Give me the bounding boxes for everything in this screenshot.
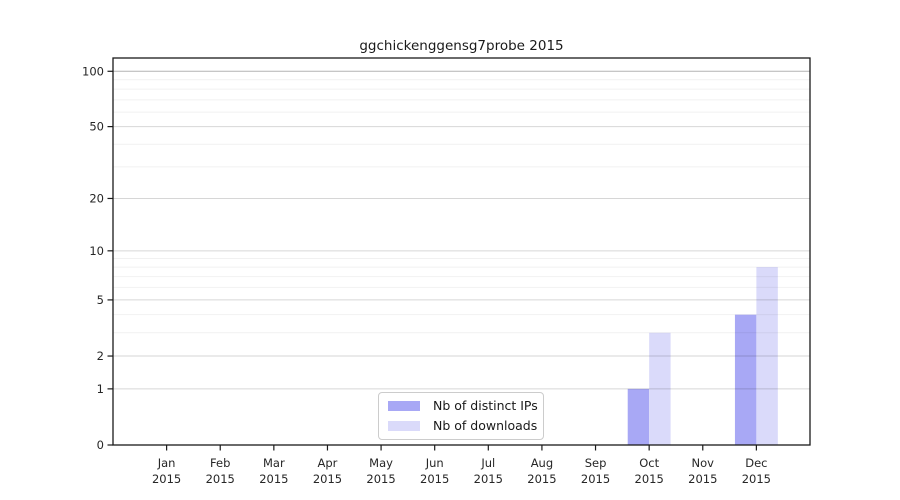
legend-swatch-downloads [388, 421, 420, 431]
plot-border [112, 57, 811, 446]
x-tick-label-month-oct: Oct [639, 456, 659, 470]
x-tick-label-year-dec: 2015 [742, 472, 771, 486]
x-tick-label-year-jun: 2015 [420, 472, 449, 486]
x-tick-label-year-jan: 2015 [152, 472, 181, 486]
legend-label: Nb of downloads [433, 418, 538, 433]
x-tick-label-month-apr: Apr [318, 456, 338, 470]
y-tick-label-10: 10 [89, 244, 104, 258]
y-tick-label-20: 20 [89, 191, 104, 205]
x-tick-label-year-aug: 2015 [527, 472, 556, 486]
y-tick-label-2: 2 [97, 349, 104, 363]
x-tick-label-month-jun: Jun [425, 456, 444, 470]
bar-dec-distinct-ips [734, 314, 757, 445]
bar-oct-distinct-ips [627, 388, 650, 445]
x-tick-label-month-aug: Aug [531, 456, 553, 470]
x-tick-label-year-sep: 2015 [581, 472, 610, 486]
bar-dec-downloads [756, 267, 778, 445]
legend-item-distinct-ips: Nb of distinct IPs [388, 398, 538, 414]
x-tick-label-year-nov: 2015 [688, 472, 717, 486]
legend-box: Nb of distinct IPs Nb of downloads [378, 392, 544, 440]
y-tick-label-1: 1 [97, 382, 104, 396]
legend-label: Nb of distinct IPs [433, 398, 538, 413]
legend-swatch-distinct-ips [388, 401, 420, 411]
x-tick-label-year-oct: 2015 [635, 472, 664, 486]
x-tick-label-year-mar: 2015 [259, 472, 288, 486]
x-tick-label-year-apr: 2015 [313, 472, 342, 486]
legend-item-downloads: Nb of downloads [388, 418, 538, 434]
x-tick-label-year-may: 2015 [366, 472, 395, 486]
y-tick-label-5: 5 [97, 293, 104, 307]
y-tick-label-0: 0 [97, 438, 104, 452]
y-tick-label-100: 100 [82, 64, 104, 78]
x-tick-label-month-dec: Dec [745, 456, 767, 470]
x-tick-label-month-may: May [369, 456, 393, 470]
x-tick-label-year-jul: 2015 [474, 472, 503, 486]
x-tick-label-month-sep: Sep [585, 456, 607, 470]
x-tick-label-month-jul: Jul [480, 456, 495, 470]
bar-oct-downloads [649, 332, 671, 445]
y-tick-label-50: 50 [89, 120, 104, 134]
x-tick-label-month-feb: Feb [210, 456, 230, 470]
chart-title: ggchickenggensg7probe 2015 [359, 38, 563, 54]
x-tick-label-year-feb: 2015 [206, 472, 235, 486]
x-tick-label-month-nov: Nov [692, 456, 715, 470]
x-tick-label-month-mar: Mar [263, 456, 285, 470]
x-tick-label-month-jan: Jan [157, 456, 176, 470]
